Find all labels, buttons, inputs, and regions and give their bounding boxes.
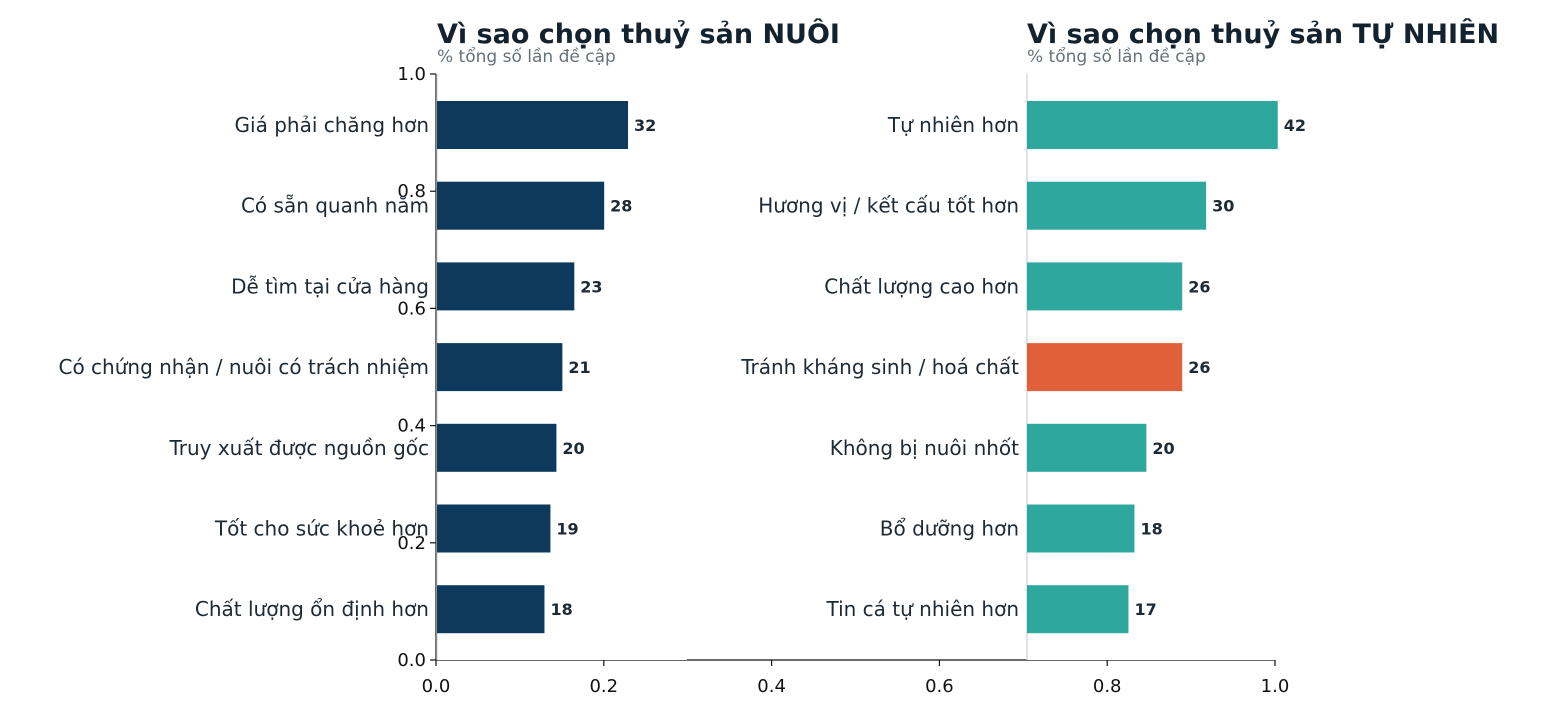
bar — [1027, 262, 1183, 311]
bar — [437, 504, 551, 553]
category-label: Bổ dưỡng hơn — [880, 517, 1019, 541]
bar — [1027, 423, 1147, 472]
bg-y-tick-label: 0.4 — [397, 416, 426, 437]
bg-x-tick-label: 0.6 — [925, 676, 954, 697]
bar — [1027, 101, 1278, 149]
category-label: Có chứng nhận / nuôi có trách nhiệm — [58, 355, 429, 379]
value-label: 18 — [1140, 520, 1162, 539]
bar — [1027, 343, 1183, 392]
category-label: Chất lượng cao hơn — [824, 274, 1019, 298]
category-label: Tránh kháng sinh / hoá chất — [740, 355, 1019, 379]
bar — [437, 181, 605, 230]
bar — [1027, 585, 1129, 634]
value-label: 17 — [1134, 600, 1156, 619]
bar — [437, 423, 557, 472]
bg-y-tick-label: 0.8 — [397, 181, 426, 202]
bg-x-tick-label: 0.2 — [589, 676, 618, 697]
bg-y-tick-label: 0.2 — [397, 533, 426, 554]
value-label: 19 — [556, 520, 578, 539]
panel-title: Vì sao chọn thuỷ sản NUÔI — [437, 18, 840, 50]
category-label: Tự nhiên hơn — [887, 113, 1019, 137]
bg-y-tick-label: 0.0 — [397, 650, 426, 671]
value-label: 30 — [1212, 197, 1234, 216]
panel-wild: Vì sao chọn thuỷ sản TỰ NHIÊN% tổng số l… — [740, 0, 1499, 660]
bar — [1027, 504, 1135, 553]
value-label: 18 — [550, 600, 572, 619]
category-label: Dễ tìm tại cửa hàng — [231, 274, 429, 298]
bg-x-tick-label: 0.4 — [757, 676, 786, 697]
bg-x-tick-label: 0.0 — [422, 676, 451, 697]
category-label: Có sẵn quanh năm — [241, 194, 429, 218]
panel-background — [1027, 0, 1307, 660]
category-label: Tốt cho sức khoẻ hơn — [214, 517, 429, 541]
category-label: Chất lượng ổn định hơn — [195, 597, 429, 621]
value-label: 26 — [1188, 277, 1210, 296]
value-label: 21 — [568, 358, 590, 377]
panel-farmed: Vì sao chọn thuỷ sản NUÔI% tổng số lần đ… — [58, 0, 840, 660]
panel-title: Vì sao chọn thuỷ sản TỰ NHIÊN — [1027, 18, 1499, 50]
value-label: 26 — [1188, 358, 1210, 377]
value-label: 20 — [562, 439, 584, 458]
bg-x-tick-label: 1.0 — [1261, 676, 1290, 697]
bg-x-tick-label: 0.8 — [1093, 676, 1122, 697]
panel-subtitle: % tổng số lần đề cập — [437, 46, 616, 67]
bar — [1027, 181, 1207, 230]
panel-subtitle: % tổng số lần đề cập — [1027, 46, 1206, 67]
bar — [437, 343, 563, 392]
category-label: Tin cá tự nhiên hơn — [825, 597, 1019, 621]
value-label: 20 — [1152, 439, 1174, 458]
bar — [437, 585, 545, 634]
bar — [437, 101, 629, 149]
bar — [437, 262, 575, 311]
value-label: 32 — [634, 116, 656, 135]
bg-y-tick-label: 0.6 — [397, 298, 426, 319]
background-axes: 0.0 0.2 0.4 0.6 0.8 1.0 0.0 0.2 0.4 0.6 0.8 1.0 — [397, 64, 1289, 697]
bg-y-tick-label: 1.0 — [397, 64, 426, 85]
value-label: 28 — [610, 197, 632, 216]
panel-background — [437, 0, 687, 660]
category-label: Truy xuất được nguồn gốc — [168, 436, 429, 460]
category-label: Giá phải chăng hơn — [235, 113, 429, 137]
category-label: Không bị nuôi nhốt — [830, 436, 1019, 460]
category-label: Hương vị / kết cấu tốt hơn — [758, 194, 1019, 218]
value-label: 23 — [580, 277, 602, 296]
value-label: 42 — [1284, 116, 1306, 135]
